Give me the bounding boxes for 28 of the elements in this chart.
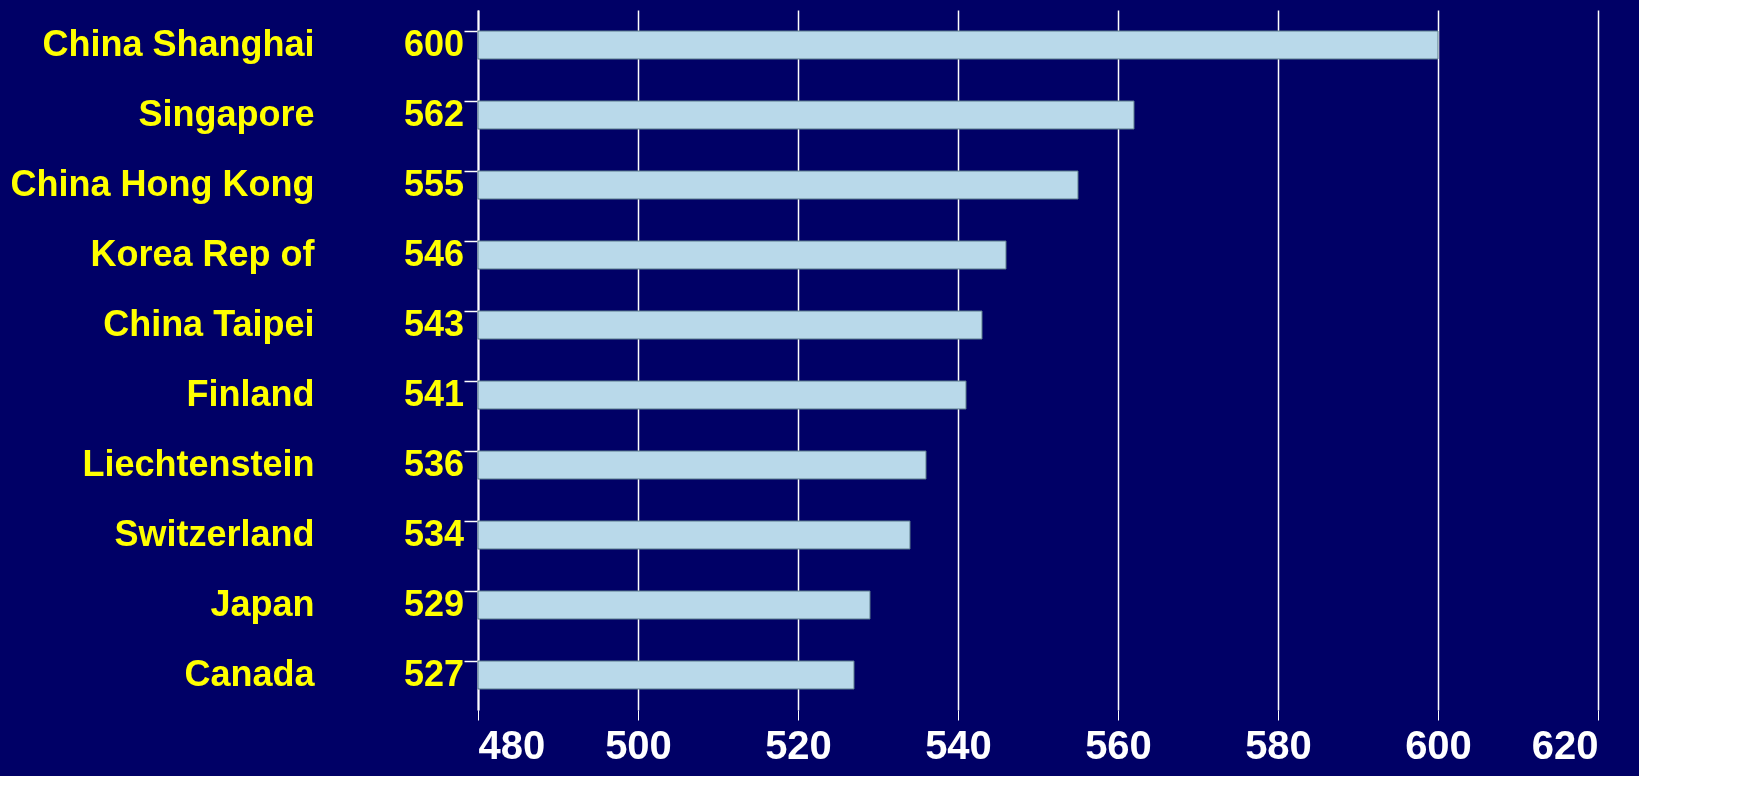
y-tick-label: Liechtenstein <box>82 443 315 484</box>
y-tick-label: Switzerland <box>114 513 315 554</box>
x-tick-label: 540 <box>925 722 992 767</box>
data-label: 527 <box>403 653 464 694</box>
data-label: 600 <box>403 23 464 64</box>
data-label: 534 <box>403 513 464 554</box>
data-label: 536 <box>403 443 464 484</box>
x-tick-label: 480 <box>478 722 546 767</box>
data-label: 546 <box>403 233 464 274</box>
x-tick-label: 620 <box>1531 722 1599 767</box>
x-tick-label: 520 <box>765 722 832 767</box>
x-tick-label: 600 <box>1405 722 1472 767</box>
y-tick-label: Japan <box>210 583 315 624</box>
x-tick-label: 580 <box>1245 722 1312 767</box>
x-tick-label: 560 <box>1085 722 1152 767</box>
y-tick-label: China Taipei <box>103 303 315 344</box>
y-tick-label: Korea Rep of <box>90 233 316 274</box>
data-label: 541 <box>403 373 464 414</box>
y-tick-label: Canada <box>184 653 316 694</box>
data-label: 562 <box>403 93 464 134</box>
y-tick-label: China Hong Kong <box>10 163 315 204</box>
x-tick-label: 500 <box>605 722 672 767</box>
y-tick-label: China Shanghai <box>42 23 315 64</box>
y-tick-label: Finland <box>186 373 315 414</box>
data-label: 543 <box>403 303 464 344</box>
y-tick-label: Singapore <box>138 93 315 134</box>
data-label: 529 <box>403 583 464 624</box>
data-label: 555 <box>403 163 464 204</box>
